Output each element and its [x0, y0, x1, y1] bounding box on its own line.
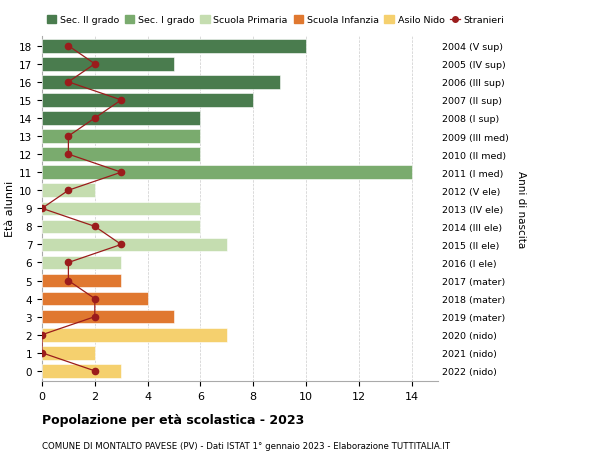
Bar	[42, 94, 253, 107]
Y-axis label: Anni di nascita: Anni di nascita	[516, 170, 526, 247]
Bar	[42, 256, 121, 270]
Bar	[42, 130, 200, 144]
Bar	[42, 310, 174, 324]
Bar	[42, 364, 121, 378]
Bar	[42, 40, 306, 53]
Legend: Sec. II grado, Sec. I grado, Scuola Primaria, Scuola Infanzia, Asilo Nido, Stran: Sec. II grado, Sec. I grado, Scuola Prim…	[47, 16, 504, 25]
Bar	[42, 202, 200, 216]
Bar	[42, 346, 95, 360]
Bar	[42, 58, 174, 72]
Bar	[42, 148, 200, 162]
Y-axis label: Età alunni: Età alunni	[5, 181, 15, 237]
Bar	[42, 220, 200, 234]
Bar	[42, 328, 227, 342]
Bar	[42, 166, 412, 179]
Text: Popolazione per età scolastica - 2023: Popolazione per età scolastica - 2023	[42, 413, 304, 426]
Bar	[42, 112, 200, 125]
Bar	[42, 76, 280, 90]
Bar	[42, 292, 148, 306]
Bar	[42, 238, 227, 252]
Bar	[42, 184, 95, 197]
Text: COMUNE DI MONTALTO PAVESE (PV) - Dati ISTAT 1° gennaio 2023 - Elaborazione TUTTI: COMUNE DI MONTALTO PAVESE (PV) - Dati IS…	[42, 441, 450, 450]
Bar	[42, 274, 121, 288]
